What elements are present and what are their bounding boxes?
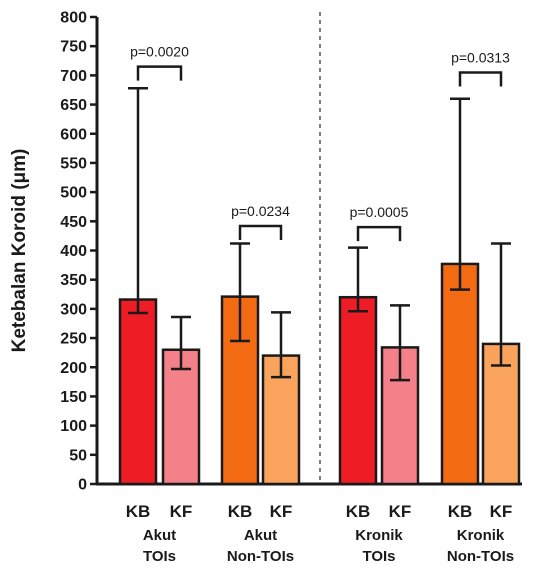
y-axis-title: Ketebalan Koroid (μm) [9,149,30,353]
y-tick-label: 450 [60,214,87,231]
p-value-label: p=0.0313 [451,49,510,65]
x-tick-label: KB [126,502,151,521]
bar [161,348,201,486]
x-tick-label: KF [389,502,412,521]
x-tick-label: KB [448,502,473,521]
group-label: TOIs [362,548,395,565]
bar [338,295,378,486]
y-tick-label: 400 [60,243,87,260]
significance-bracket [136,65,183,81]
p-value-label: p=0.0234 [231,203,290,219]
bar [118,298,158,486]
y-tick-label: 700 [60,68,87,85]
y-tick-label: 750 [60,39,87,56]
significance-bracket [458,71,503,87]
x-tick-label: KF [270,502,293,521]
group-label: TOIs [143,548,176,565]
y-tick-label: 0 [78,477,87,494]
y-tick-label: 200 [60,360,87,377]
group-label: Non-TOIs [227,548,294,565]
y-tick-label: 100 [60,418,87,435]
group-label: Akut [143,527,176,544]
significance-bracket [238,224,283,240]
bar [261,354,301,486]
significance-bracket [356,225,402,242]
x-tick-label: KB [228,502,253,521]
y-tick-label: 350 [60,272,87,289]
group-label: Non-TOIs [447,548,514,565]
y-tick-label: 650 [60,97,87,114]
x-tick-label: KB [346,502,371,521]
bar [440,262,480,486]
group-label: Akut [244,527,277,544]
y-tick-label: 550 [60,155,87,172]
p-value-label: p=0.0005 [350,204,409,220]
y-tick-label: 300 [60,301,87,318]
bar [481,342,521,486]
x-tick-label: KF [490,502,513,521]
p-value-label: p=0.0020 [130,44,189,60]
y-tick-label: 600 [60,126,87,143]
y-tick-label: 150 [60,389,87,406]
y-tick-label: 50 [69,447,87,464]
y-tick-label: 500 [60,185,87,202]
group-label: Kronik [457,527,505,544]
y-tick-label: 250 [60,331,87,348]
group-label: Kronik [355,527,403,544]
y-tick-label: 800 [60,10,87,27]
x-tick-label: KF [170,502,193,521]
